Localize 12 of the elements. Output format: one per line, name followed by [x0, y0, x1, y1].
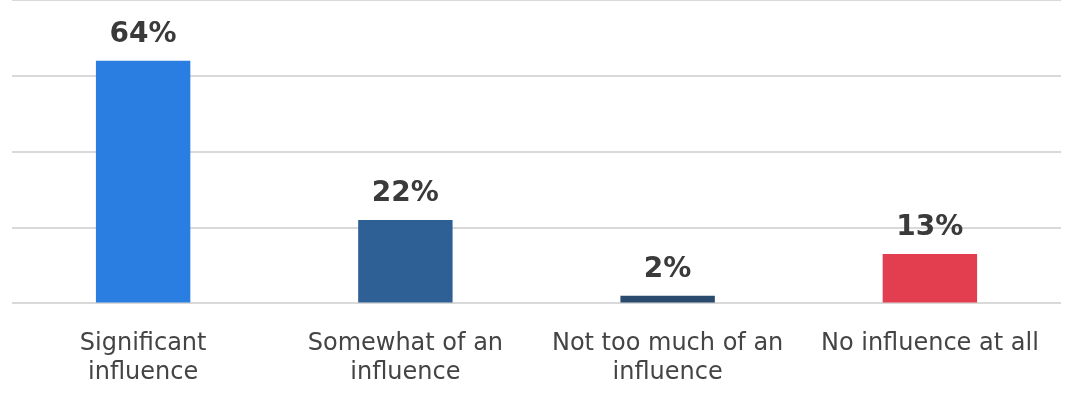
x-tick-label: Significant influence	[79, 328, 207, 385]
data-label: 2%	[643, 251, 692, 285]
bar	[95, 60, 191, 303]
data-label: 13%	[896, 209, 964, 243]
bar	[358, 219, 453, 303]
x-tick-label: Not too much of an influence	[551, 328, 784, 385]
data-label: 22%	[371, 175, 439, 209]
x-tick-label: No influence at all	[820, 328, 1039, 357]
bar	[620, 295, 715, 303]
x-tick-label: Somewhat of an influence	[307, 328, 504, 385]
data-label: 64%	[109, 15, 177, 49]
bar	[882, 254, 978, 303]
